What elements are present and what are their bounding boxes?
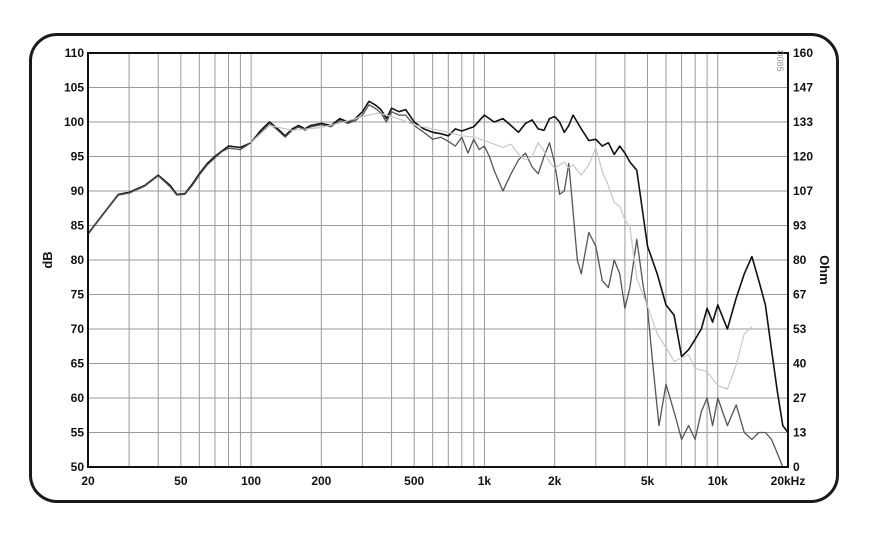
y-tick-label: 60 (71, 391, 85, 405)
y-tick-label: 95 (71, 150, 85, 164)
y2-tick-label: 67 (793, 288, 807, 302)
series-line-1 (87, 100, 789, 434)
x-tick-label: 10k (708, 474, 728, 488)
y2-tick-label: 0 (793, 460, 800, 474)
grid (88, 53, 788, 467)
tick-labels: 20 50 100 200 500 1k 2k 5k 10k 20kHz5055606570758… (64, 46, 813, 488)
y2-tick-label: 13 (793, 426, 807, 440)
x-tick-label: 50 (174, 474, 188, 488)
y2-tick-label: 27 (793, 391, 807, 405)
y2-axis-title: Ohm (817, 255, 832, 285)
y2-tick-label: 133 (793, 115, 813, 129)
y-tick-label: 75 (71, 288, 85, 302)
y-tick-label: 105 (64, 81, 84, 95)
x-tick-label: 500 (404, 474, 424, 488)
y-tick-label: 100 (64, 115, 84, 129)
y2-tick-label: 147 (793, 81, 813, 95)
y-tick-label: 90 (71, 184, 85, 198)
y2-tick-label: 93 (793, 219, 807, 233)
x-tick-label: 2k (548, 474, 562, 488)
y-tick-label: 85 (71, 219, 85, 233)
x-tick-label: 100 (241, 474, 261, 488)
y2-tick-label: 160 (793, 46, 813, 60)
y-tick-label: 70 (71, 322, 85, 336)
x-tick-label: 20 (81, 474, 95, 488)
series-line-2 (87, 104, 789, 468)
y-tick-label: 50 (71, 460, 85, 474)
y2-tick-label: 40 (793, 357, 807, 371)
x-tick-label: 1k (478, 474, 492, 488)
y-tick-label: 110 (65, 46, 85, 60)
x-tick-label: 200 (311, 474, 331, 488)
y-tick-label: 65 (71, 357, 85, 371)
y-tick-label: 80 (71, 253, 85, 267)
series-line-3 (250, 112, 753, 390)
y2-tick-label: 53 (793, 322, 807, 336)
series-group (87, 100, 789, 468)
y2-tick-label: 80 (793, 253, 807, 267)
y-axis-title: dB (40, 251, 55, 268)
chart-frame (29, 33, 839, 503)
y2-tick-label: 120 (793, 150, 813, 164)
x-tick-label: 5k (641, 474, 655, 488)
chart-code-label: D085 (775, 50, 785, 72)
plot-border (87, 52, 789, 468)
y-tick-label: 55 (71, 426, 85, 440)
y2-tick-label: 107 (793, 184, 813, 198)
x-tick-label: 20kHz (771, 474, 806, 488)
